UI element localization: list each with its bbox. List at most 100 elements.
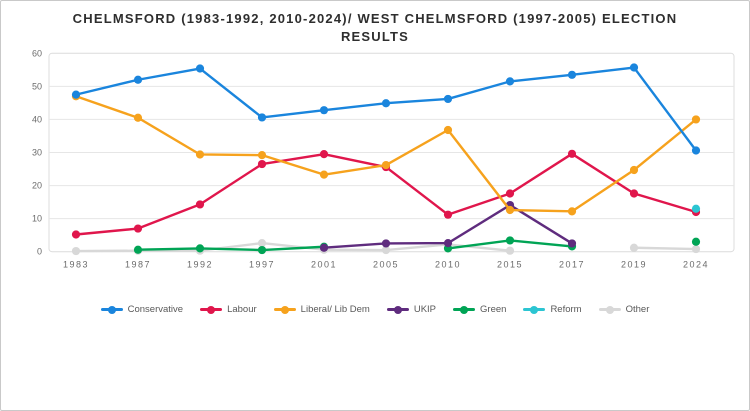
legend-dot-icon <box>107 305 116 314</box>
legend-label: Reform <box>550 304 582 315</box>
y-tick-label: 0 <box>37 247 42 257</box>
legend-dot-icon <box>393 305 402 314</box>
data-point-liberal-lib-dem-1992 <box>195 150 205 159</box>
data-point-other-1983 <box>71 246 81 256</box>
x-tick-label: 2001 <box>311 260 337 270</box>
data-point-labour-1992 <box>195 200 205 209</box>
legend-dot-icon <box>460 305 469 314</box>
data-point-liberal-lib-dem-2019 <box>629 165 639 175</box>
data-point-ukip-2017 <box>567 239 577 248</box>
data-point-other-1997 <box>257 239 267 248</box>
data-point-green-1992 <box>195 244 205 253</box>
data-point-green-2015 <box>505 236 515 245</box>
legend-dot-icon <box>207 305 216 314</box>
x-tick-label: 1997 <box>249 260 275 270</box>
data-point-conservative-2017 <box>567 70 577 79</box>
x-tick-label: 1992 <box>187 260 213 270</box>
legend-label: Green <box>480 304 507 315</box>
legend-label: Conservative <box>127 304 184 315</box>
x-tick-label: 1983 <box>63 260 89 270</box>
legend-item-ukip: UKIP <box>386 304 437 315</box>
data-point-other-2005 <box>381 245 391 255</box>
data-point-other-2019 <box>629 243 639 252</box>
data-point-other-2024 <box>691 244 701 254</box>
data-point-liberal-lib-dem-1997 <box>257 151 267 160</box>
data-point-green-1987 <box>133 245 143 254</box>
data-point-liberal-lib-dem-1987 <box>133 113 143 122</box>
data-point-liberal-lib-dem-2015 <box>505 205 515 215</box>
data-point-ukip-2001 <box>319 243 329 252</box>
data-point-labour-2017 <box>567 149 577 158</box>
legend-item-reform: Reform <box>523 304 582 315</box>
series-line-green <box>136 245 326 252</box>
chart-legend: Conservative Labour Liberal/ Lib Dem UKIP Gr… <box>1 304 749 315</box>
legend-label: Labour <box>227 304 257 315</box>
x-tick-label: 2010 <box>435 260 461 270</box>
data-point-reform-2024 <box>691 204 701 213</box>
legend-line-marker-icon <box>273 305 296 314</box>
series-line-other <box>632 246 698 251</box>
data-point-liberal-lib-dem-2024 <box>691 115 701 124</box>
data-point-conservative-1987 <box>133 75 143 84</box>
data-point-labour-1987 <box>133 224 143 233</box>
data-point-liberal-lib-dem-2010 <box>443 125 453 135</box>
y-tick-label: 30 <box>32 147 42 157</box>
legend-line-marker-icon <box>598 305 621 314</box>
series-line-other <box>74 241 512 253</box>
legend-item-labour: Labour <box>200 304 257 315</box>
data-point-green-1997 <box>257 245 267 255</box>
data-point-liberal-lib-dem-2005 <box>381 160 391 170</box>
data-point-conservative-1983 <box>71 90 81 99</box>
legend-label: Liberal/ Lib Dem <box>300 304 370 315</box>
data-point-conservative-2019 <box>629 63 639 72</box>
series-line-conservative <box>74 66 698 152</box>
legend-line-marker-icon <box>100 305 123 314</box>
y-tick-label: 10 <box>32 214 42 224</box>
legend-line-marker-icon <box>523 305 546 314</box>
legend-label: Other <box>625 304 650 315</box>
data-point-other-2015 <box>505 246 515 255</box>
data-point-green-2024 <box>691 237 701 246</box>
data-point-conservative-2015 <box>505 77 515 86</box>
data-point-ukip-2005 <box>381 239 391 248</box>
x-tick-label: 2005 <box>373 260 399 270</box>
data-point-conservative-2001 <box>319 106 329 115</box>
legend-item-other: Other <box>598 304 650 315</box>
data-point-liberal-lib-dem-2017 <box>567 207 577 216</box>
data-point-labour-2001 <box>319 150 329 159</box>
x-tick-label: 1987 <box>125 260 151 270</box>
legend-item-liberal-lib-dem: Liberal/ Lib Dem <box>273 304 370 315</box>
data-point-labour-2019 <box>629 189 639 198</box>
data-point-labour-2015 <box>505 189 515 198</box>
data-point-conservative-1992 <box>195 64 205 73</box>
legend-line-marker-icon <box>453 305 476 314</box>
legend-line-marker-icon <box>200 305 223 314</box>
y-tick-label: 20 <box>32 181 42 191</box>
data-point-conservative-2010 <box>443 94 453 104</box>
legend-dot-icon <box>605 305 614 314</box>
series-reform <box>691 204 701 213</box>
x-tick-label: 2024 <box>683 260 709 270</box>
data-point-labour-1997 <box>257 159 267 169</box>
data-point-liberal-lib-dem-2001 <box>319 170 329 179</box>
data-point-conservative-2005 <box>381 99 391 108</box>
legend-dot-icon <box>530 305 539 314</box>
x-tick-label: 2015 <box>497 260 523 270</box>
data-point-conservative-2024 <box>691 146 701 155</box>
data-point-labour-1983 <box>71 230 81 239</box>
series-line-liberal-lib-dem <box>74 95 698 213</box>
data-point-conservative-1997 <box>257 113 267 122</box>
legend-line-marker-icon <box>386 305 409 314</box>
series-liberal-lib-dem <box>71 92 701 216</box>
legend-item-green: Green <box>453 304 506 315</box>
data-point-labour-2010 <box>443 210 453 219</box>
y-tick-label: 40 <box>32 114 42 124</box>
x-tick-label: 2017 <box>559 260 585 270</box>
legend-dot-icon <box>280 305 289 314</box>
x-tick-label: 2019 <box>621 260 647 270</box>
y-tick-label: 50 <box>32 81 42 91</box>
y-tick-label: 60 <box>32 48 42 58</box>
legend-label: UKIP <box>413 304 437 315</box>
chart-title: CHELMSFORD (1983-1992, 2010-2024)/ WEST … <box>72 11 678 44</box>
